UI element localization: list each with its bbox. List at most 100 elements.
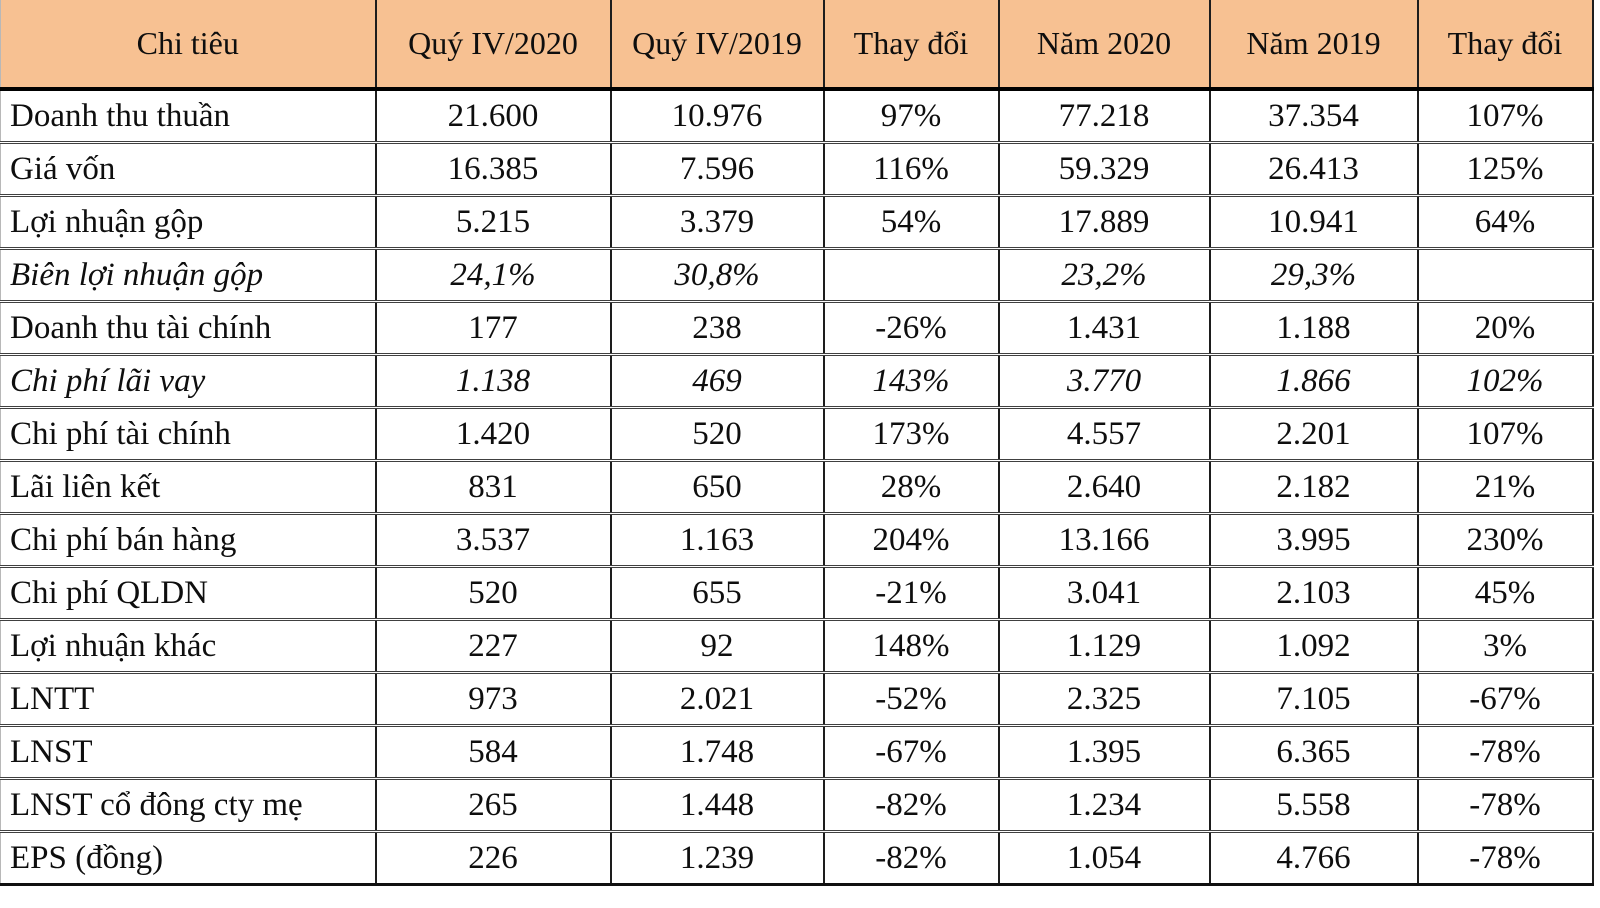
header-cell-quy-iv-2019: Quý IV/2019 bbox=[609, 0, 824, 91]
cell: 5.215 bbox=[374, 195, 611, 250]
cell: 26.413 bbox=[1208, 142, 1418, 197]
cell: 107% bbox=[1416, 89, 1594, 144]
cell: 143% bbox=[822, 354, 999, 409]
cell: 3.770 bbox=[997, 354, 1210, 409]
cell: 7.596 bbox=[609, 142, 824, 197]
cell: 1.092 bbox=[1208, 619, 1418, 674]
cell: 227 bbox=[374, 619, 611, 674]
row-label: EPS (đồng) bbox=[0, 831, 376, 886]
cell: -82% bbox=[822, 831, 999, 886]
cell: 92 bbox=[609, 619, 824, 674]
cell: 3.537 bbox=[374, 513, 611, 568]
cell: 1.163 bbox=[609, 513, 824, 568]
cell bbox=[1416, 248, 1594, 303]
cell: 226 bbox=[374, 831, 611, 886]
table-row: Chi phí bán hàng 3.537 1.163 204% 13.166 3.99… bbox=[0, 513, 1594, 568]
table-row: Doanh thu tài chính 177 238 -26% 1.431 1.188 2… bbox=[0, 301, 1594, 356]
cell: 102% bbox=[1416, 354, 1594, 409]
cell: 2.103 bbox=[1208, 566, 1418, 621]
table-row: Doanh thu thuần 21.600 10.976 97% 77.218 37.3… bbox=[0, 89, 1594, 144]
row-label: LNST cổ đông cty mẹ bbox=[0, 778, 376, 833]
cell: 54% bbox=[822, 195, 999, 250]
cell: 520 bbox=[374, 566, 611, 621]
row-label: Chi phí QLDN bbox=[0, 566, 376, 621]
table-body: Doanh thu thuần 21.600 10.976 97% 77.218 37.3… bbox=[0, 89, 1594, 886]
table-row: LNTT 973 2.021 -52% 2.325 7.105 -67% bbox=[0, 672, 1594, 727]
cell: 107% bbox=[1416, 407, 1594, 462]
cell: 4.557 bbox=[997, 407, 1210, 462]
cell: 469 bbox=[609, 354, 824, 409]
cell: 655 bbox=[609, 566, 824, 621]
header-cell-quy-iv-2020: Quý IV/2020 bbox=[374, 0, 611, 91]
cell: 116% bbox=[822, 142, 999, 197]
table-row: Lợi nhuận gộp 5.215 3.379 54% 17.889 10.941 64… bbox=[0, 195, 1594, 250]
cell: -78% bbox=[1416, 725, 1594, 780]
cell: -52% bbox=[822, 672, 999, 727]
cell: 23,2% bbox=[997, 248, 1210, 303]
cell: 59.329 bbox=[997, 142, 1210, 197]
row-label: Doanh thu thuần bbox=[0, 89, 376, 144]
cell: 177 bbox=[374, 301, 611, 356]
cell: 125% bbox=[1416, 142, 1594, 197]
row-label: LNST bbox=[0, 725, 376, 780]
cell: 3.379 bbox=[609, 195, 824, 250]
cell: 1.054 bbox=[997, 831, 1210, 886]
cell: 650 bbox=[609, 460, 824, 515]
header-cell-chi-tieu: Chi tiêu bbox=[0, 0, 376, 91]
row-label: Chi phí bán hàng bbox=[0, 513, 376, 568]
cell: 29,3% bbox=[1208, 248, 1418, 303]
row-label: Chi phí lãi vay bbox=[0, 354, 376, 409]
cell bbox=[822, 248, 999, 303]
table-row: EPS (đồng) 226 1.239 -82% 1.054 4.766 -78% bbox=[0, 831, 1594, 886]
table-row: LNST 584 1.748 -67% 1.395 6.365 -78% bbox=[0, 725, 1594, 780]
cell: 24,1% bbox=[374, 248, 611, 303]
cell: 520 bbox=[609, 407, 824, 462]
cell: 831 bbox=[374, 460, 611, 515]
cell: 1.188 bbox=[1208, 301, 1418, 356]
cell: 45% bbox=[1416, 566, 1594, 621]
cell: 7.105 bbox=[1208, 672, 1418, 727]
cell: 265 bbox=[374, 778, 611, 833]
cell: 238 bbox=[609, 301, 824, 356]
table-header: Chi tiêu Quý IV/2020 Quý IV/2019 Thay đổ… bbox=[0, 0, 1594, 91]
header-cell-thay-doi-nam: Thay đổi bbox=[1416, 0, 1594, 91]
cell: 37.354 bbox=[1208, 89, 1418, 144]
header-row: Chi tiêu Quý IV/2020 Quý IV/2019 Thay đổ… bbox=[0, 0, 1594, 91]
cell: 3% bbox=[1416, 619, 1594, 674]
cell: 2.182 bbox=[1208, 460, 1418, 515]
cell: 5.558 bbox=[1208, 778, 1418, 833]
table-row: Chi phí lãi vay 1.138 469 143% 3.770 1.866 102… bbox=[0, 354, 1594, 409]
row-label: Lãi liên kết bbox=[0, 460, 376, 515]
cell: 1.866 bbox=[1208, 354, 1418, 409]
cell: 230% bbox=[1416, 513, 1594, 568]
cell: 77.218 bbox=[997, 89, 1210, 144]
cell: -26% bbox=[822, 301, 999, 356]
financial-results-table: Chi tiêu Quý IV/2020 Quý IV/2019 Thay đổ… bbox=[0, 0, 1594, 886]
cell: -21% bbox=[822, 566, 999, 621]
cell: 3.041 bbox=[997, 566, 1210, 621]
cell: 17.889 bbox=[997, 195, 1210, 250]
table-row: Lãi liên kết 831 650 28% 2.640 2.182 21% bbox=[0, 460, 1594, 515]
cell: -78% bbox=[1416, 831, 1594, 886]
cell: 973 bbox=[374, 672, 611, 727]
row-label: Biên lợi nhuận gộp bbox=[0, 248, 376, 303]
cell: 4.766 bbox=[1208, 831, 1418, 886]
cell: 13.166 bbox=[997, 513, 1210, 568]
table-row: Lợi nhuận khác 227 92 148% 1.129 1.092 3% bbox=[0, 619, 1594, 674]
cell: 173% bbox=[822, 407, 999, 462]
cell: 97% bbox=[822, 89, 999, 144]
cell: 1.239 bbox=[609, 831, 824, 886]
cell: 204% bbox=[822, 513, 999, 568]
cell: -78% bbox=[1416, 778, 1594, 833]
cell: 16.385 bbox=[374, 142, 611, 197]
cell: 584 bbox=[374, 725, 611, 780]
cell: 6.365 bbox=[1208, 725, 1418, 780]
cell: 1.448 bbox=[609, 778, 824, 833]
table-row: Chi phí tài chính 1.420 520 173% 4.557 2.201 1… bbox=[0, 407, 1594, 462]
cell: -82% bbox=[822, 778, 999, 833]
cell: 148% bbox=[822, 619, 999, 674]
cell: 3.995 bbox=[1208, 513, 1418, 568]
cell: 64% bbox=[1416, 195, 1594, 250]
row-label: LNTT bbox=[0, 672, 376, 727]
cell: 21% bbox=[1416, 460, 1594, 515]
